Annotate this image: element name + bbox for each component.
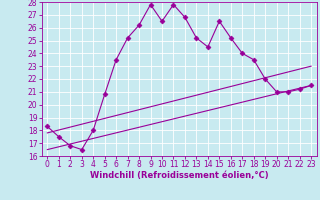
X-axis label: Windchill (Refroidissement éolien,°C): Windchill (Refroidissement éolien,°C): [90, 171, 268, 180]
